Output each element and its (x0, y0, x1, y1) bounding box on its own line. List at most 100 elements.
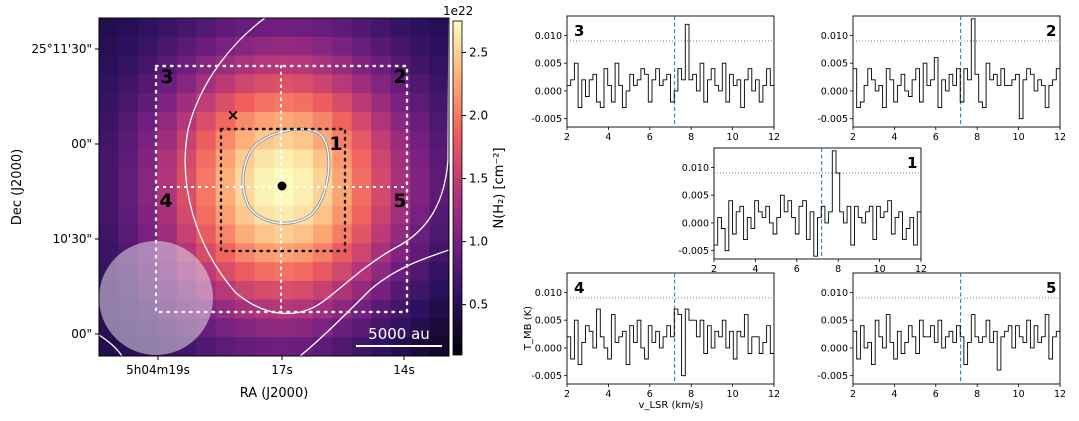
map-pixel (235, 224, 256, 244)
map-pixel (137, 36, 158, 57)
map-pixel (390, 280, 411, 301)
y-tick-label: 0.005 (535, 316, 562, 327)
y-tick-label: 0.010 (821, 288, 848, 299)
map-pixel (293, 318, 314, 338)
map-pixel (137, 187, 158, 207)
map-pixel (429, 280, 449, 301)
map-pixel (99, 205, 120, 226)
map-pixel (390, 187, 411, 207)
map-pixel (312, 93, 333, 113)
map-pixel (215, 224, 236, 244)
map-pixel (215, 74, 236, 94)
map-pixel (332, 262, 353, 282)
center-marker (277, 181, 287, 191)
y-tick-label-11-00: 00" (71, 137, 92, 151)
colorbar-tick-label: 1.0 (469, 235, 488, 249)
map-pixel (157, 36, 178, 57)
map-pixel (390, 149, 411, 169)
map-pixel (99, 36, 120, 57)
y-tick-label: 0.000 (535, 86, 562, 97)
x-tick-label: 8 (974, 132, 980, 143)
y-tick-label-10-30: 10'30" (53, 232, 92, 246)
map-pixel (410, 187, 431, 207)
x-tick-label: 4 (891, 389, 897, 400)
map-pixel (351, 111, 372, 132)
map-pixel (293, 299, 314, 320)
map-pixel (118, 224, 139, 244)
map-pixel (332, 187, 353, 207)
map-pixel (196, 130, 217, 151)
colorbar-offset: 1e22 (443, 4, 473, 18)
x-tick-label: 2 (564, 389, 570, 400)
map-pixel (332, 280, 353, 301)
map-pixel (274, 262, 295, 282)
y-tick-label: -0.005 (531, 371, 562, 382)
map-pixel (429, 299, 449, 320)
map-pixel (176, 111, 197, 132)
map-pixel (351, 187, 372, 207)
map-pixel (429, 111, 449, 132)
map-pixel (274, 280, 295, 301)
x-tick-label: 2 (850, 389, 856, 400)
x-tick-label: 6 (647, 132, 653, 143)
map-pixel (410, 299, 431, 320)
map-pixel (235, 243, 256, 263)
map-pixel (274, 74, 295, 94)
x-tick-label: 4 (752, 264, 758, 275)
map-pixel (137, 224, 158, 244)
map-pixel (410, 262, 431, 282)
colorbar-tick-label: 2.0 (469, 109, 488, 123)
spectra-x-axis-label: v_LSR (km/s) (639, 400, 704, 411)
map-pixel (293, 55, 314, 75)
map-pixel (371, 149, 392, 169)
map-pixel (332, 318, 353, 338)
map-pixel (196, 149, 217, 169)
region-box-inner (219, 127, 347, 253)
map-pixel (215, 262, 236, 282)
map-pixel (390, 74, 411, 94)
y-tick-label: 0.005 (535, 59, 562, 70)
y-tick-label: 0.005 (821, 316, 848, 327)
map-frame (98, 17, 450, 357)
x-tick-label: 6 (933, 389, 939, 400)
map-pixel (351, 243, 372, 263)
map-pixel (429, 262, 449, 282)
map-pixel (99, 149, 120, 169)
map-pixel (196, 55, 217, 75)
spectrum-panel-5: 2 4 6 8 10 12 -0.005 0.000 0.005 0.010 5 (817, 272, 1066, 400)
map-pixel (293, 337, 314, 356)
map-pixel (118, 187, 139, 207)
map-pixel (351, 74, 372, 94)
map-pixel (390, 130, 411, 151)
map-pixel (254, 74, 275, 94)
spectrum-panel-label: 5 (1046, 279, 1056, 297)
x-tick-label: 4 (605, 389, 611, 400)
map-pixel (410, 149, 431, 169)
map-pixel (312, 111, 333, 132)
map-pixel (196, 205, 217, 226)
spectrum-panel-3: 2 4 6 8 10 12 -0.005 0.000 0.005 0.010 3 (531, 15, 780, 143)
map-pixel (332, 149, 353, 169)
map-pixel (176, 224, 197, 244)
map-pixel (99, 224, 120, 244)
map-pixel (293, 280, 314, 301)
x-tick-label: 10 (874, 264, 886, 275)
x-marker: × (227, 106, 240, 124)
map-pixel (390, 55, 411, 75)
map-pixel (137, 93, 158, 113)
map-pixel (254, 18, 275, 38)
map-pixel (371, 74, 392, 94)
y-tick-label: 0.000 (821, 86, 848, 97)
spectrum-frame (566, 15, 775, 128)
lower-right-contour (299, 249, 449, 356)
y-tick-label: 0.005 (682, 191, 709, 202)
x-tick-label: 2 (564, 132, 570, 143)
x-tick-label: 12 (1054, 389, 1066, 400)
map-pixel (137, 168, 158, 188)
map-pixel (274, 36, 295, 57)
map-pixel (235, 36, 256, 57)
map-pixel (176, 187, 197, 207)
map-pixel (312, 74, 333, 94)
y-tick-label: -0.005 (817, 114, 848, 125)
map-pixel (157, 205, 178, 226)
